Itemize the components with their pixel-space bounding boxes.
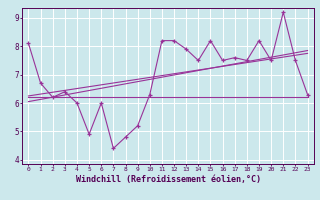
X-axis label: Windchill (Refroidissement éolien,°C): Windchill (Refroidissement éolien,°C)	[76, 175, 260, 184]
